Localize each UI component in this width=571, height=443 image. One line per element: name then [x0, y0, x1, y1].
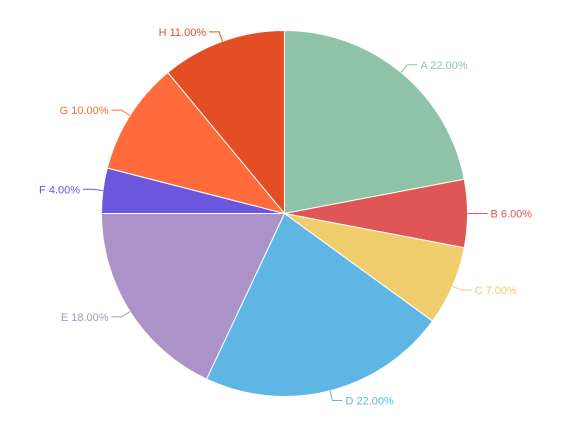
- pie-slice-a[interactable]: [284, 29, 465, 215]
- slice-label-f: F 4.00%: [39, 184, 80, 196]
- leader-line-h: [209, 31, 223, 42]
- leader-line-e: [111, 311, 131, 318]
- slice-label-h: H 11.00%: [159, 27, 207, 39]
- pie-slice-g[interactable]: [106, 71, 286, 215]
- leader-line-d: [329, 390, 343, 401]
- pie-slice-h[interactable]: [167, 29, 285, 215]
- pie-slices: [100, 29, 468, 397]
- slice-label-b: B 6.00%: [491, 209, 533, 221]
- leader-line-f: [83, 188, 104, 192]
- leader-line-g: [111, 109, 131, 116]
- slice-label-c: C 7.00%: [475, 285, 517, 297]
- pie-labels: A 22.00% B 6.00% C 7.00% D 22.00% E 18.00% F …: [39, 27, 532, 408]
- slice-label-e: E 18.00%: [61, 312, 109, 324]
- slice-label-d: D 22.00%: [346, 395, 395, 407]
- slice-label-g: G 10.00%: [60, 105, 109, 117]
- pie-slice-e[interactable]: [100, 213, 286, 380]
- pie-leader-lines: [83, 31, 488, 401]
- slice-label-a: A 22.00%: [421, 60, 468, 72]
- leader-line-a: [400, 64, 418, 73]
- leader-line-c: [452, 285, 472, 291]
